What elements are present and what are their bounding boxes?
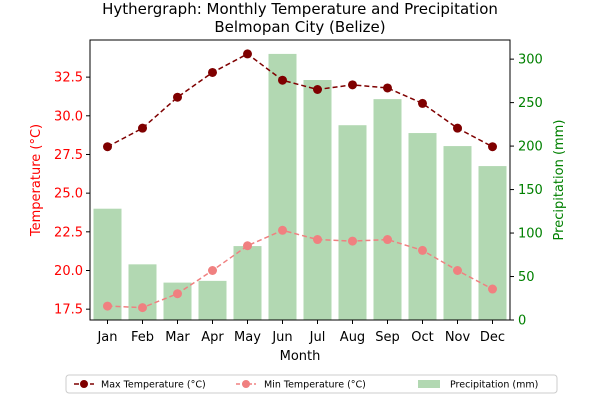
left-y-tick-label: 30.0	[54, 109, 83, 124]
min-temperature-point-apr	[208, 265, 217, 275]
min-temperature-point-sep	[383, 235, 392, 245]
max-temperature-point-apr	[208, 67, 217, 77]
x-tick-label-apr: Apr	[201, 330, 224, 345]
x-tick-label-dec: Dec	[480, 330, 505, 345]
legend-min-label: Min Temperature (°C)	[264, 380, 366, 391]
chart-title: Hythergraph: Monthly Temperature and Pre…	[102, 0, 498, 18]
max-temperature-point-oct	[418, 98, 427, 108]
legend-max-label: Max Temperature (°C)	[101, 380, 206, 391]
max-temperature-point-feb	[138, 123, 147, 133]
x-tick-label-jul: Jul	[309, 330, 326, 345]
temperature-lines	[103, 49, 497, 313]
max-temperature-point-jul	[313, 85, 322, 95]
max-temperature-point-jan	[103, 142, 112, 152]
left-y-tick-label: 22.5	[54, 225, 83, 240]
x-tick-label-jan: Jan	[96, 330, 117, 345]
legend-precip-swatch	[418, 380, 440, 388]
min-temperature-point-nov	[453, 265, 462, 275]
legend-frame	[65, 374, 558, 394]
legend-precip-label: Precipitation (mm)	[450, 380, 538, 391]
x-tick-label-aug: Aug	[340, 330, 365, 345]
left-y-tick-label: 32.5	[54, 71, 83, 86]
precipitation-bar-mar	[163, 282, 192, 320]
min-temperature-point-jan	[103, 301, 112, 311]
legend-max-marker	[80, 380, 88, 388]
right-y-tick-label: 150	[518, 183, 543, 198]
max-temperature-point-aug	[348, 80, 357, 90]
precipitation-bar-sep	[373, 99, 402, 320]
precipitation-bar-aug	[338, 125, 367, 320]
precipitation-bar-dec	[478, 166, 507, 320]
x-tick-label-nov: Nov	[445, 330, 471, 345]
precipitation-bar-jan	[93, 208, 122, 320]
x-axis: Jan Feb Mar Apr May Jun Jul Aug Sep Oct Nov Dec	[96, 320, 505, 345]
min-temperature-point-aug	[348, 236, 357, 246]
left-y-axis: 17.5 20.0 22.5 25.0 27.5 30.0 32.5	[54, 71, 90, 318]
precipitation-bar-jun	[268, 53, 297, 320]
right-y-tick-label: 300	[518, 53, 543, 68]
min-temperature-point-may	[243, 241, 252, 251]
right-y-axis-label: Precipitation (mm)	[552, 120, 567, 241]
left-y-axis-label: Temperature (°C)	[29, 124, 44, 237]
x-tick-label-mar: Mar	[165, 330, 190, 345]
min-temperature-point-jun	[278, 225, 287, 235]
max-temperature-point-mar	[173, 92, 182, 102]
plot-frame	[89, 39, 511, 321]
max-temperature-point-nov	[453, 123, 462, 133]
right-y-tick-label: 0	[518, 314, 526, 329]
precipitation-bar-jul	[303, 80, 332, 320]
right-y-tick-label: 250	[518, 96, 543, 111]
right-y-tick-label: 100	[518, 227, 543, 242]
left-y-tick-label: 20.0	[54, 264, 83, 279]
min-temperature-point-jul	[313, 235, 322, 245]
chart-subtitle: Belmopan City (Belize)	[214, 18, 385, 36]
legend: Max Temperature (°C) Min Temperature (°C)…	[65, 374, 558, 394]
min-temperature-point-oct	[418, 245, 427, 255]
min-temperature-line	[107, 229, 493, 309]
x-tick-label-sep: Sep	[375, 330, 400, 345]
left-y-tick-label: 17.5	[54, 303, 83, 318]
max-temperature-point-jun	[278, 75, 287, 85]
min-temperature-point-mar	[173, 289, 182, 299]
left-y-tick-label: 25.0	[54, 187, 83, 202]
right-y-axis: 0 50 100 150 200 250 300	[510, 53, 543, 329]
max-temperature-point-dec	[488, 142, 497, 152]
max-temperature-line	[107, 53, 493, 148]
x-tick-label-jun: Jun	[271, 330, 292, 345]
max-temperature-point-sep	[383, 83, 392, 93]
max-temperature-point-may	[243, 49, 252, 59]
precipitation-bar-oct	[408, 133, 437, 320]
x-axis-label: Month	[280, 349, 321, 364]
x-tick-label-feb: Feb	[131, 330, 154, 345]
precipitation-bar-apr	[198, 280, 227, 320]
min-temperature-point-feb	[138, 303, 147, 313]
x-tick-label-oct: Oct	[411, 330, 433, 345]
left-y-tick-label: 27.5	[54, 148, 83, 163]
precipitation-bar-may	[233, 246, 262, 320]
min-temperature-point-dec	[488, 284, 497, 294]
x-tick-label-may: May	[234, 330, 261, 345]
right-y-tick-label: 50	[518, 270, 535, 285]
legend-min-marker	[242, 380, 250, 388]
precipitation-bar-nov	[443, 146, 472, 320]
right-y-tick-label: 200	[518, 140, 543, 155]
precipitation-bars	[93, 53, 507, 320]
